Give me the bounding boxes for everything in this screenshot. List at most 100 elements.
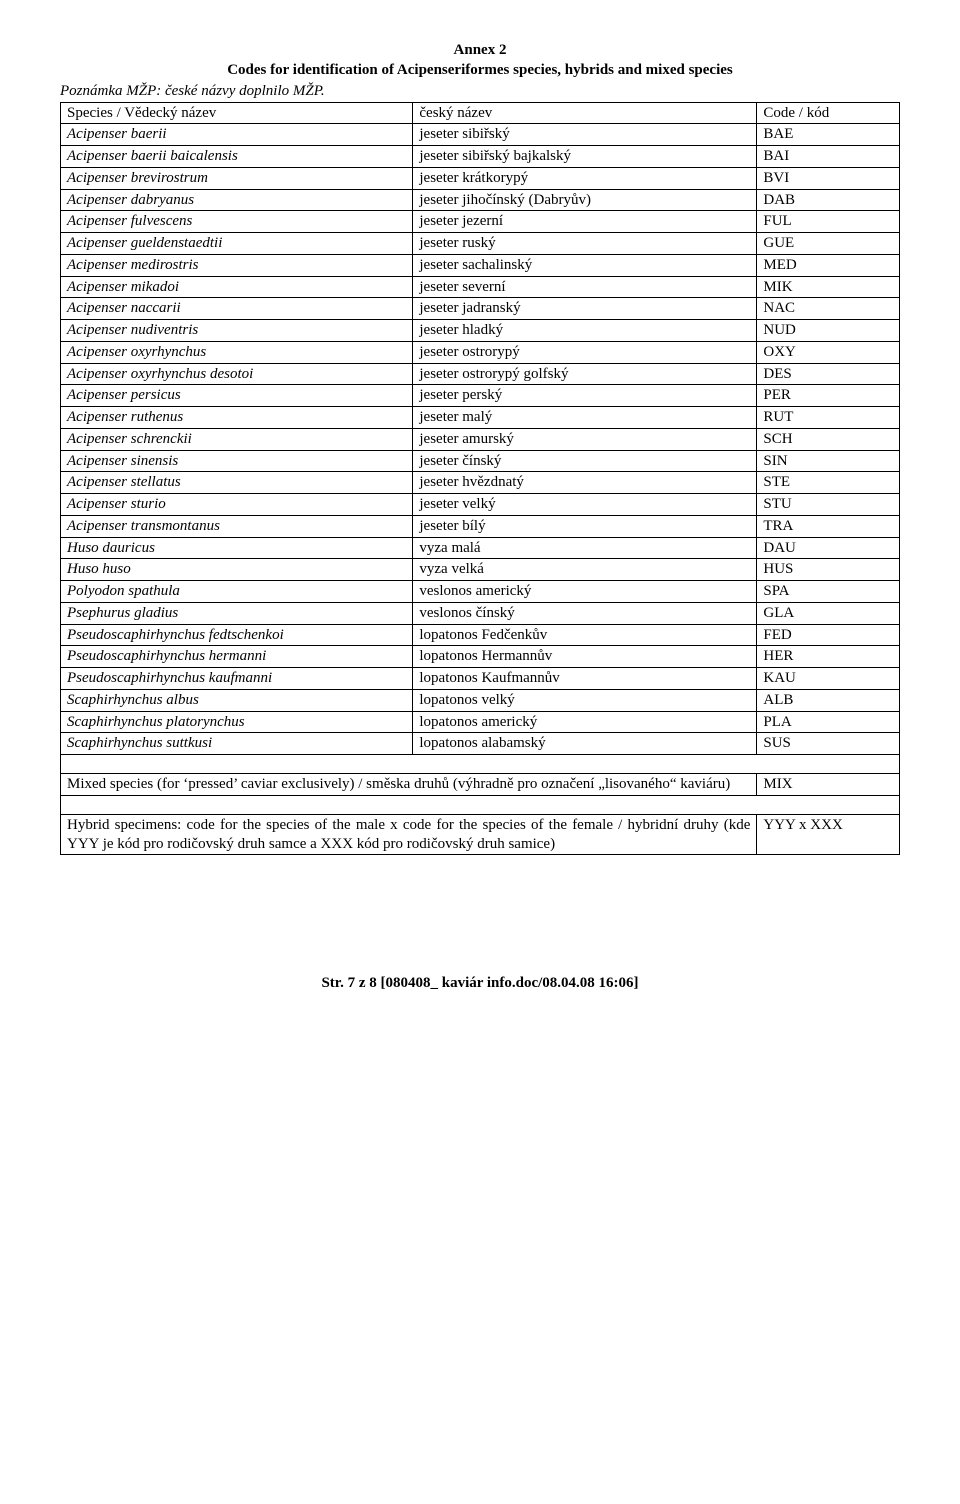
cell-code: FED — [757, 624, 900, 646]
spacer-cell — [61, 795, 900, 814]
table-row: Huso husovyza velkáHUS — [61, 559, 900, 581]
cell-code: DAU — [757, 537, 900, 559]
cell-species: Pseudoscaphirhynchus hermanni — [61, 646, 413, 668]
table-row: Acipenser brevirostrumjeseter krátkorypý… — [61, 167, 900, 189]
cell-czech-name: lopatonos alabamský — [413, 733, 757, 755]
cell-czech-name: lopatonos Hermannův — [413, 646, 757, 668]
cell-code: HUS — [757, 559, 900, 581]
table-row: Acipenser dabryanusjeseter jihočínský (D… — [61, 189, 900, 211]
table-row: Acipenser mikadoijeseter severníMIK — [61, 276, 900, 298]
table-row: Acipenser nudiventrisjeseter hladkýNUD — [61, 320, 900, 342]
cell-code: OXY — [757, 341, 900, 363]
cell-czech-name: jeseter bílý — [413, 515, 757, 537]
cell-code: PER — [757, 385, 900, 407]
cell-czech-name: jeseter hladký — [413, 320, 757, 342]
table-row: Acipenser fulvescensjeseter jezerníFUL — [61, 211, 900, 233]
cell-species: Acipenser mikadoi — [61, 276, 413, 298]
cell-species: Acipenser brevirostrum — [61, 167, 413, 189]
mixed-text: Mixed species (for ‘pressed’ caviar excl… — [61, 774, 757, 796]
cell-code: RUT — [757, 407, 900, 429]
cell-code: GUE — [757, 233, 900, 255]
table-row: Acipenser ruthenusjeseter malýRUT — [61, 407, 900, 429]
cell-czech-name: jeseter čínský — [413, 450, 757, 472]
cell-code: BAI — [757, 146, 900, 168]
cell-code: MED — [757, 254, 900, 276]
cell-species: Acipenser dabryanus — [61, 189, 413, 211]
cell-czech-name: jeseter severní — [413, 276, 757, 298]
hybrid-text: Hybrid specimens: code for the species o… — [61, 814, 757, 855]
cell-species: Acipenser sinensis — [61, 450, 413, 472]
table-row: Acipenser stellatusjeseter hvězdnatýSTE — [61, 472, 900, 494]
table-row: Acipenser gueldenstaedtiijeseter ruskýGU… — [61, 233, 900, 255]
spacer-row — [61, 755, 900, 774]
cell-code: BVI — [757, 167, 900, 189]
cell-code: TRA — [757, 515, 900, 537]
cell-species: Acipenser medirostris — [61, 254, 413, 276]
cell-czech-name: jeseter krátkorypý — [413, 167, 757, 189]
cell-species: Polyodon spathula — [61, 581, 413, 603]
table-row: Polyodon spathulaveslonos americkýSPA — [61, 581, 900, 603]
cell-species: Acipenser oxyrhynchus desotoi — [61, 363, 413, 385]
table-row: Acipenser schrenckiijeseter amurskýSCH — [61, 428, 900, 450]
mixed-row: Mixed species (for ‘pressed’ caviar excl… — [61, 774, 900, 796]
cell-code: KAU — [757, 668, 900, 690]
cell-czech-name: jeseter hvězdnatý — [413, 472, 757, 494]
table-row: Acipenser oxyrhynchus desotoijeseter ost… — [61, 363, 900, 385]
cell-species: Pseudoscaphirhynchus kaufmanni — [61, 668, 413, 690]
table-row: Huso dauricusvyza maláDAU — [61, 537, 900, 559]
cell-species: Acipenser baerii baicalensis — [61, 146, 413, 168]
cell-species: Acipenser schrenckii — [61, 428, 413, 450]
cell-czech-name: vyza velká — [413, 559, 757, 581]
cell-species: Acipenser stellatus — [61, 472, 413, 494]
table-header-row: Species / Vědecký název český název Code… — [61, 102, 900, 124]
cell-code: GLA — [757, 602, 900, 624]
cell-code: NAC — [757, 298, 900, 320]
cell-code: NUD — [757, 320, 900, 342]
cell-species: Acipenser sturio — [61, 494, 413, 516]
table-row: Acipenser sinensisjeseter čínskýSIN — [61, 450, 900, 472]
cell-species: Scaphirhynchus albus — [61, 689, 413, 711]
cell-code: STU — [757, 494, 900, 516]
mixed-code: MIX — [757, 774, 900, 796]
cell-czech-name: lopatonos americký — [413, 711, 757, 733]
table-row: Pseudoscaphirhynchus kaufmannilopatonos … — [61, 668, 900, 690]
cell-czech-name: jeseter sachalinský — [413, 254, 757, 276]
cell-czech-name: jeseter sibiřský bajkalský — [413, 146, 757, 168]
header-col-species: Species / Vědecký název — [61, 102, 413, 124]
cell-czech-name: veslonos americký — [413, 581, 757, 603]
cell-species: Acipenser oxyrhynchus — [61, 341, 413, 363]
cell-czech-name: vyza malá — [413, 537, 757, 559]
annex-title-1: Annex 2 — [60, 40, 900, 60]
cell-code: HER — [757, 646, 900, 668]
table-row: Scaphirhynchus platorynchuslopatonos ame… — [61, 711, 900, 733]
cell-code: FUL — [757, 211, 900, 233]
cell-czech-name: jeseter ostrorypý golfský — [413, 363, 757, 385]
cell-species: Acipenser naccarii — [61, 298, 413, 320]
table-row: Acipenser naccariijeseter jadranskýNAC — [61, 298, 900, 320]
cell-code: SIN — [757, 450, 900, 472]
hybrid-code: YYY x XXX — [757, 814, 900, 855]
cell-species: Psephurus gladius — [61, 602, 413, 624]
cell-czech-name: lopatonos velký — [413, 689, 757, 711]
cell-czech-name: jeseter jihočínský (Dabryův) — [413, 189, 757, 211]
table-row: Acipenser persicusjeseter perskýPER — [61, 385, 900, 407]
spacer-row — [61, 795, 900, 814]
species-table: Species / Vědecký název český název Code… — [60, 102, 900, 856]
cell-czech-name: jeseter amurský — [413, 428, 757, 450]
hybrid-row: Hybrid specimens: code for the species o… — [61, 814, 900, 855]
cell-species: Scaphirhynchus platorynchus — [61, 711, 413, 733]
cell-code: SCH — [757, 428, 900, 450]
cell-czech-name: jeseter ostrorypý — [413, 341, 757, 363]
table-row: Acipenser medirostrisjeseter sachalinský… — [61, 254, 900, 276]
cell-species: Huso dauricus — [61, 537, 413, 559]
note: Poznámka MŽP: české názvy doplnilo MŽP. — [60, 83, 900, 100]
header-col-czech: český název — [413, 102, 757, 124]
cell-code: SPA — [757, 581, 900, 603]
cell-czech-name: jeseter malý — [413, 407, 757, 429]
table-row: Psephurus gladiusveslonos čínskýGLA — [61, 602, 900, 624]
header-col-code: Code / kód — [757, 102, 900, 124]
cell-code: DES — [757, 363, 900, 385]
cell-species: Acipenser ruthenus — [61, 407, 413, 429]
table-row: Scaphirhynchus suttkusilopatonos alabams… — [61, 733, 900, 755]
cell-species: Acipenser transmontanus — [61, 515, 413, 537]
